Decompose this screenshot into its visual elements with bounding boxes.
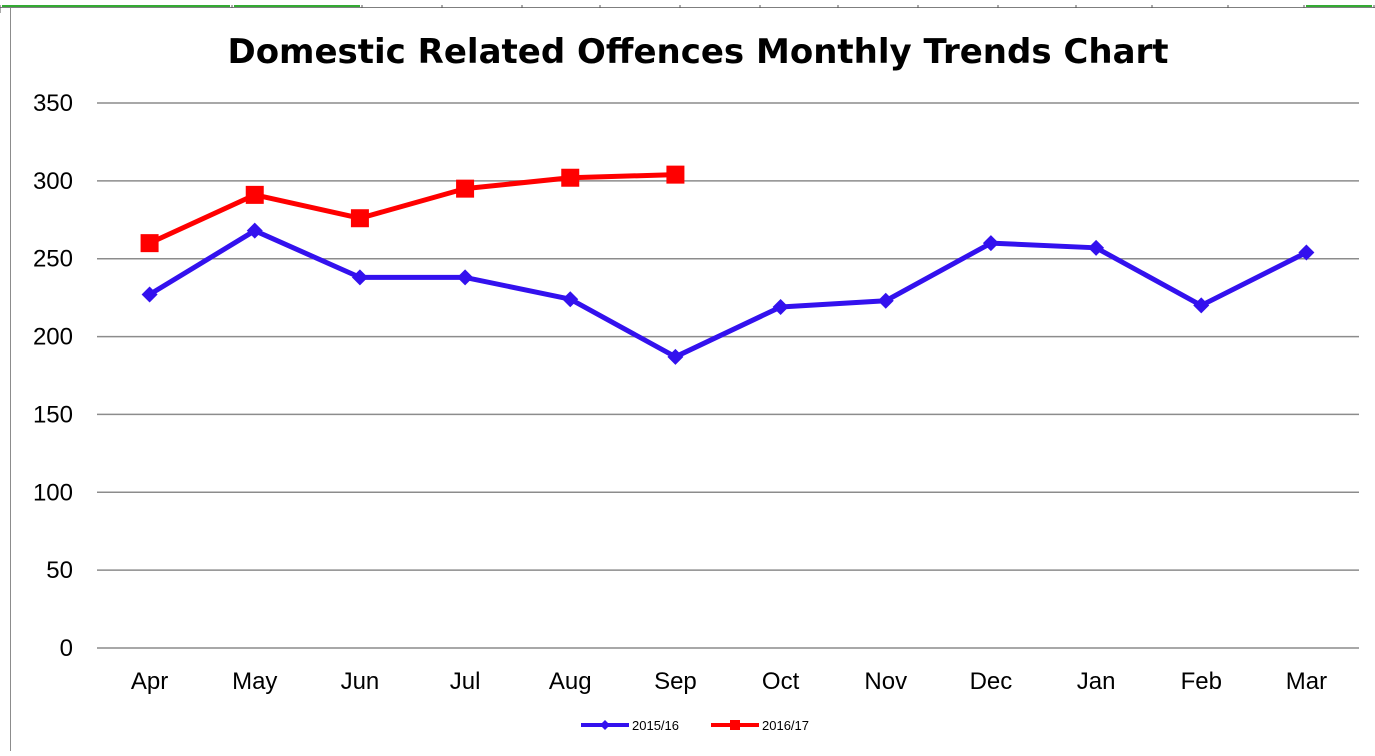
y-tick-label: 150 — [33, 401, 73, 428]
data-point — [666, 165, 685, 184]
y-tick-label: 250 — [33, 246, 73, 273]
x-tick-label: Jun — [341, 668, 380, 695]
data-point — [245, 185, 264, 204]
y-tick-label: 200 — [33, 324, 73, 351]
data-point — [1088, 239, 1105, 256]
data-point — [667, 348, 684, 365]
legend-label: 2015/16 — [632, 718, 679, 733]
x-tick-label: Jul — [450, 668, 481, 695]
x-tick-label: Sep — [654, 668, 697, 695]
y-tick-label: 350 — [33, 90, 73, 117]
series-layer — [140, 165, 1315, 365]
x-tick-label: Nov — [864, 668, 907, 695]
legend-label: 2016/17 — [762, 718, 809, 733]
x-tick-label: Aug — [549, 668, 592, 695]
data-point — [351, 269, 368, 286]
data-point — [456, 179, 475, 198]
x-tick-labels: Apr May Jun Jul Aug Sep Oct Nov Dec Jan Feb Mar — [131, 668, 1327, 695]
y-tick-label: 0 — [60, 635, 73, 662]
x-tick-label: Oct — [762, 668, 800, 695]
series-2015-16 — [141, 222, 1315, 365]
line-chart: 0 50 100 150 200 250 300 350 Apr May Jun Jul Aug Sep… — [33, 32, 1359, 733]
legend: 2015/16 2016/17 — [581, 718, 809, 733]
legend-item: 2015/16 — [581, 718, 679, 733]
x-tick-label: Feb — [1181, 668, 1222, 695]
y-tick-label: 300 — [33, 168, 73, 195]
data-point — [457, 269, 474, 286]
data-point — [877, 292, 894, 309]
data-point — [562, 291, 579, 308]
series-line — [148, 172, 676, 246]
y-tick-label: 100 — [33, 479, 73, 506]
x-tick-label: May — [232, 668, 277, 695]
series-line — [148, 228, 1308, 360]
y-tick-labels: 0 50 100 150 200 250 300 350 — [33, 90, 73, 662]
data-point — [1298, 244, 1315, 261]
data-point — [772, 298, 789, 315]
data-point — [561, 168, 580, 187]
y-tick-label: 50 — [46, 557, 73, 584]
data-point — [982, 235, 999, 252]
legend-item: 2016/17 — [711, 718, 809, 733]
x-tick-label: Jan — [1077, 668, 1116, 695]
legend-marker — [730, 720, 740, 730]
data-point — [350, 209, 369, 228]
legend-marker — [600, 720, 610, 730]
chart-title: Domestic Related Offences Monthly Trends… — [227, 32, 1168, 72]
series-2016-17 — [140, 165, 685, 253]
x-tick-label: Dec — [970, 668, 1013, 695]
chart-area[interactable]: 0 50 100 150 200 250 300 350 Apr May Jun Jul Aug Sep… — [10, 8, 1375, 751]
data-point — [141, 286, 158, 303]
spreadsheet-cell-row — [0, 0, 1375, 13]
data-point — [1193, 297, 1210, 314]
gridlines — [97, 102, 1359, 649]
data-point — [246, 222, 263, 239]
x-tick-label: Apr — [131, 668, 168, 695]
x-tick-label: Mar — [1286, 668, 1327, 695]
data-point — [140, 234, 159, 253]
